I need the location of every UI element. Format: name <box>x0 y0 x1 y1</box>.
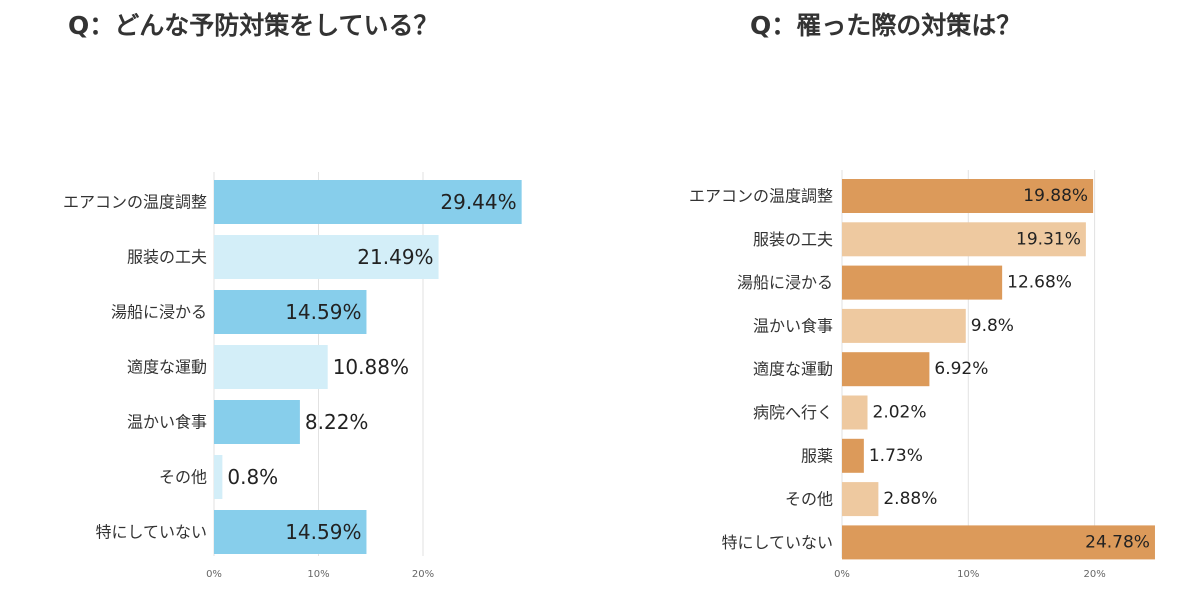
category-label: 適度な運動 <box>127 358 207 377</box>
x-tick-label: 10% <box>957 569 979 580</box>
bar <box>842 482 879 517</box>
bar <box>842 308 966 343</box>
bar <box>842 179 1094 213</box>
category-label: 服装の工夫 <box>753 230 833 249</box>
category-label: 温かい食事 <box>127 413 207 432</box>
category-label: その他 <box>785 490 833 509</box>
data-label: 9.8% <box>971 316 1014 336</box>
data-label: 2.88% <box>883 489 937 509</box>
right-chart-title: Q：罹った際の対策は？ <box>750 11 1022 40</box>
x-tick-label: 10% <box>307 569 329 580</box>
data-label: 21.49% <box>357 245 433 269</box>
bar <box>214 345 328 389</box>
x-tick-label: 0% <box>206 569 222 580</box>
bar <box>842 265 1003 300</box>
category-label: その他 <box>159 468 207 487</box>
bar <box>214 400 300 444</box>
category-label: 適度な運動 <box>753 360 833 379</box>
left-chart-title: Q：どんな予防対策をしている？ <box>68 11 439 40</box>
category-label: 温かい食事 <box>753 316 833 335</box>
data-label: 10.88% <box>333 355 409 379</box>
bar <box>214 455 223 499</box>
bar <box>214 290 367 334</box>
category-label: 服装の工夫 <box>127 248 207 267</box>
category-label: 湯船に浸かる <box>111 303 207 322</box>
x-tick-label: 0% <box>834 569 850 580</box>
data-label: 8.22% <box>305 410 369 434</box>
data-label: 19.31% <box>1016 229 1081 249</box>
bar <box>214 180 522 224</box>
bar <box>842 438 864 473</box>
category-label: 病院へ行く <box>753 403 833 422</box>
x-tick-label: 20% <box>1083 569 1105 580</box>
data-label: 14.59% <box>285 520 361 544</box>
bar <box>842 222 1086 257</box>
prevention-bar-chart: 0% 10% 20% エアコンの温度調整 29.44% 服装の工夫 21.49% 湯船に浸かる… <box>63 172 522 580</box>
bar <box>214 235 439 279</box>
data-label: 19.88% <box>1023 186 1088 206</box>
data-label: 1.73% <box>869 446 923 466</box>
data-label: 0.8% <box>227 465 278 489</box>
x-tick-label: 20% <box>412 569 434 580</box>
category-label: 湯船に浸かる <box>737 273 833 292</box>
bar <box>842 395 868 430</box>
bar <box>214 510 367 554</box>
data-label: 12.68% <box>1007 273 1072 293</box>
bar <box>842 525 1155 560</box>
data-label: 2.02% <box>873 403 927 423</box>
category-label: 特にしていない <box>95 523 207 542</box>
data-label: 29.44% <box>440 190 516 214</box>
category-label: エアコンの温度調整 <box>689 187 833 206</box>
category-label: エアコンの温度調整 <box>63 193 207 212</box>
category-label: 特にしていない <box>721 533 833 552</box>
data-label: 24.78% <box>1085 532 1150 552</box>
category-label: 服薬 <box>801 446 833 465</box>
data-label: 14.59% <box>285 300 361 324</box>
data-label: 6.92% <box>934 359 988 379</box>
bar <box>842 352 930 387</box>
